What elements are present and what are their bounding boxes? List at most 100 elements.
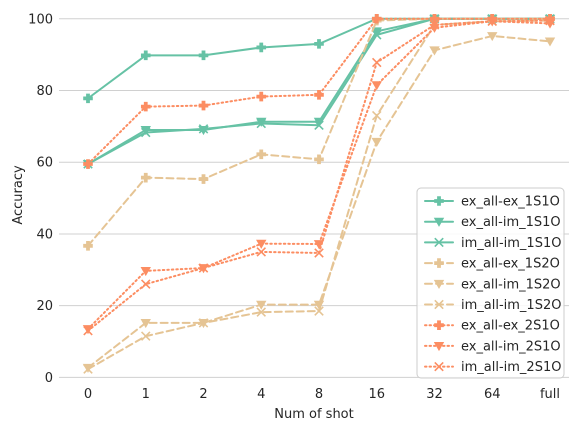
data-point — [314, 154, 324, 165]
legend-label: im_all-im_2S1O — [461, 360, 561, 375]
x-tick-label: 1 — [142, 387, 150, 402]
data-point — [545, 13, 555, 24]
data-point — [256, 247, 267, 257]
data-point — [434, 237, 444, 248]
data-point — [83, 364, 93, 374]
y-tick-label: 60 — [36, 156, 53, 171]
data-point — [140, 318, 151, 329]
data-point — [434, 361, 444, 372]
data-point — [140, 279, 151, 289]
data-point — [198, 263, 209, 273]
data-point — [371, 30, 382, 40]
data-point — [544, 19, 556, 29]
data-point — [545, 15, 555, 26]
data-point — [198, 50, 209, 61]
data-point — [83, 240, 93, 251]
data-point — [433, 217, 445, 227]
data-point — [256, 239, 267, 249]
x-tick-labels: 0 1 2 4 8 16 32 64 full — [84, 387, 560, 402]
data-point — [198, 318, 209, 328]
data-point — [140, 172, 151, 183]
data-point — [83, 159, 93, 169]
data-point — [313, 300, 325, 310]
x-tick-label: 8 — [315, 387, 323, 402]
y-tick-labels: 0 20 40 60 80 100 — [28, 12, 53, 386]
data-point — [487, 16, 498, 27]
data-point — [434, 196, 444, 206]
legend-entry: ex_all-im_1S1O — [424, 215, 561, 230]
data-point — [371, 137, 382, 147]
legend-label: im_all-im_1S2O — [461, 298, 561, 313]
data-point — [256, 91, 267, 102]
data-point — [429, 20, 440, 30]
data-point — [83, 326, 93, 336]
series-group — [82, 13, 556, 374]
data-point — [256, 307, 267, 317]
legend-entry: ex_all-im_2S1O — [424, 339, 561, 354]
data-point — [371, 57, 382, 68]
x-tick-label: 4 — [257, 387, 265, 402]
legend-label: im_all-im_1S1O — [461, 236, 561, 251]
data-point — [198, 124, 209, 134]
data-point — [314, 306, 324, 316]
y-axis-label: Accuracy — [11, 165, 26, 225]
data-point — [433, 279, 445, 289]
data-point — [140, 331, 151, 341]
data-point — [371, 110, 382, 121]
data-point — [83, 93, 93, 104]
y-tick-label: 100 — [28, 12, 53, 27]
legend-box — [416, 187, 565, 379]
data-point — [433, 342, 445, 352]
legend-label: ex_all-ex_1S1O — [461, 195, 560, 210]
legend-label: ex_all-im_1S2O — [461, 277, 561, 292]
data-point — [140, 50, 151, 61]
data-point — [314, 89, 324, 100]
data-point — [371, 81, 382, 91]
data-point — [256, 118, 267, 129]
legend-label: ex_all-ex_2S1O — [461, 319, 560, 334]
data-point — [140, 127, 151, 138]
y-tick-label: 20 — [36, 299, 53, 314]
data-point — [434, 258, 444, 268]
data-point — [256, 149, 267, 160]
data-point — [198, 100, 209, 111]
y-tick-label: 0 — [45, 371, 53, 386]
legend-label: ex_all-im_1S1O — [461, 215, 561, 230]
data-point — [434, 320, 444, 330]
x-tick-label: 2 — [199, 387, 207, 402]
x-tick-label: full — [540, 387, 560, 402]
x-axis-label: Num of shot — [274, 407, 354, 422]
series-im_all-im_2S1O — [83, 15, 555, 336]
legend-entry: ex_all-im_1S2O — [424, 277, 561, 292]
legend-label: ex_all-im_2S1O — [461, 339, 561, 354]
data-point — [198, 174, 209, 184]
legend-entry: ex_all-ex_1S2O — [424, 257, 560, 272]
data-point — [140, 266, 151, 277]
legend-entry: ex_all-ex_2S1O — [424, 319, 560, 334]
y-tick-label: 80 — [36, 84, 53, 99]
legend-entry: im_all-im_2S1O — [424, 360, 561, 375]
data-point — [544, 37, 556, 47]
data-point — [487, 32, 498, 42]
legend-entry: ex_all-ex_1S1O — [424, 195, 560, 210]
data-point — [429, 13, 440, 24]
data-point — [256, 300, 267, 310]
legend-entry: im_all-im_1S1O — [424, 236, 561, 251]
y-tick-label: 40 — [36, 227, 53, 242]
data-point — [314, 248, 324, 258]
legend: ex_all-ex_1S1O ex_all-im_1S1O im_all-im_1S… — [416, 187, 565, 379]
data-point — [314, 120, 324, 131]
legend-label: ex_all-ex_1S2O — [461, 257, 560, 272]
legend-entry: im_all-im_1S2O — [424, 298, 561, 313]
data-point — [371, 13, 382, 24]
x-tick-label: 0 — [84, 387, 92, 402]
x-tick-label: 32 — [426, 387, 443, 402]
data-point — [140, 126, 151, 136]
data-point — [140, 101, 151, 112]
x-tick-label: 16 — [368, 387, 385, 402]
data-point — [256, 42, 267, 53]
series-line — [87, 17, 551, 166]
data-point — [429, 46, 440, 56]
x-tick-label: 64 — [484, 387, 501, 402]
